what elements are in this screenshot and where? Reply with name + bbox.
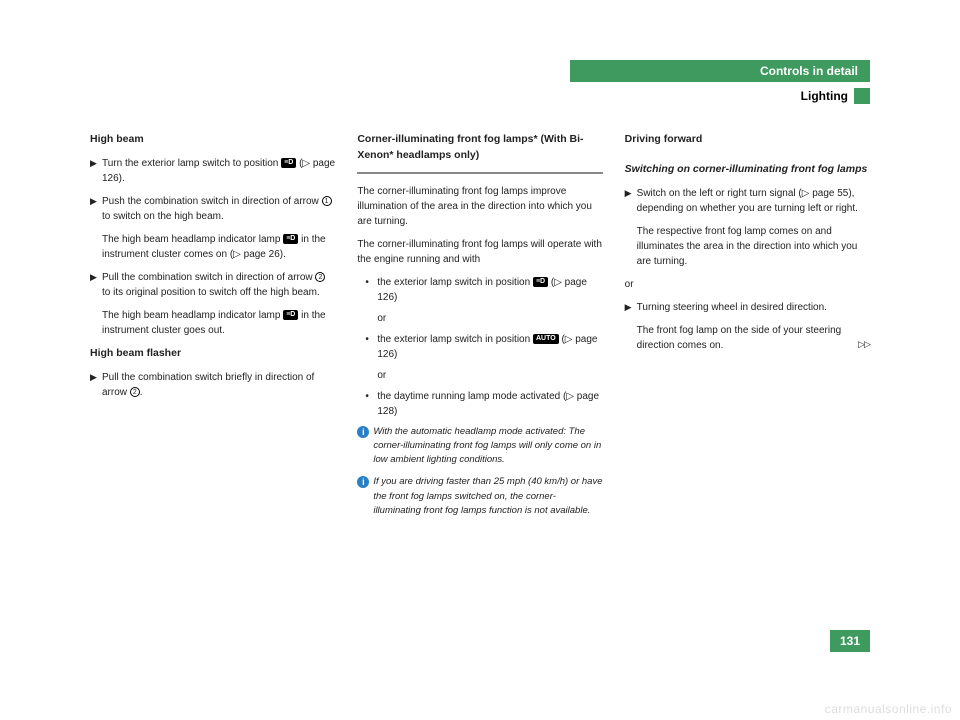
lamp-switch-icon: ≡D	[281, 158, 296, 168]
column-1: High beam ▶ Turn the exterior lamp switc…	[90, 132, 335, 526]
step-arrow-icon: ▶	[625, 186, 637, 216]
bullet-text: the exterior lamp switch in position ≡D …	[377, 275, 602, 305]
circled-number-icon: 2	[315, 272, 325, 282]
heading-high-beam: High beam	[90, 132, 335, 148]
or-text: or	[377, 311, 602, 326]
bullet-text: the exterior lamp switch in position AUT…	[377, 332, 602, 362]
info-note: i If you are driving faster than 25 mph …	[357, 475, 602, 518]
step-result: The high beam headlamp indicator lamp ≡D…	[102, 232, 335, 262]
step-result: The high beam headlamp indicator lamp ≡D…	[102, 308, 335, 338]
auto-switch-icon: AUTO	[533, 334, 559, 344]
info-note: i With the automatic headlamp mode activ…	[357, 425, 602, 468]
column-2: Corner-illuminating front fog lamps* (Wi…	[357, 132, 602, 526]
high-beam-indicator-icon: ≡D	[283, 310, 298, 320]
watermark: carmanualsonline.info	[825, 702, 952, 716]
heading-driving-forward: Driving forward	[625, 132, 870, 148]
column-3: Driving forward Switching on corner-illu…	[625, 132, 870, 526]
step: ▶ Switch on the left or right turn signa…	[625, 186, 870, 216]
step-arrow-icon: ▶	[625, 300, 637, 315]
section-marker	[854, 88, 870, 104]
bullet-dot-icon: •	[365, 275, 377, 305]
manual-page: Controls in detail Lighting High beam ▶ …	[90, 60, 870, 660]
step-arrow-icon: ▶	[90, 194, 102, 224]
bullet-text: the daytime running lamp mode activated …	[377, 389, 602, 419]
step: ▶ Push the combination switch in directi…	[90, 194, 335, 224]
paragraph: The corner-illuminating front fog lamps …	[357, 237, 602, 267]
step: ▶ Turn the exterior lamp switch to posit…	[90, 156, 335, 186]
subheading-switching-on: Switching on corner-illuminating front f…	[625, 162, 870, 178]
step: ▶ Pull the combination switch in directi…	[90, 270, 335, 300]
page-number: 131	[830, 630, 870, 652]
content-columns: High beam ▶ Turn the exterior lamp switc…	[90, 132, 870, 526]
step: ▶ Turning steering wheel in desired dire…	[625, 300, 870, 315]
continued-icon: ▷▷	[858, 338, 870, 352]
note-text: With the automatic headlamp mode activat…	[373, 425, 602, 468]
bullet-item: • the exterior lamp switch in position ≡…	[365, 275, 602, 305]
heading-high-beam-flasher: High beam flasher	[90, 346, 335, 362]
step-arrow-icon: ▶	[90, 156, 102, 186]
heading-corner-fog: Corner-illuminating front fog lamps* (Wi…	[357, 132, 602, 164]
info-icon: i	[357, 476, 369, 488]
bullet-dot-icon: •	[365, 389, 377, 419]
circled-number-icon: 1	[322, 196, 332, 206]
step-result: The respective front fog lamp comes on a…	[637, 224, 870, 269]
info-icon: i	[357, 426, 369, 438]
high-beam-indicator-icon: ≡D	[283, 234, 298, 244]
bullet-dot-icon: •	[365, 332, 377, 362]
paragraph: The corner-illuminating front fog lamps …	[357, 184, 602, 229]
step-arrow-icon: ▶	[90, 370, 102, 400]
step-result: The front fog lamp on the side of your s…	[637, 323, 870, 353]
step-text: Pull the combination switch briefly in d…	[102, 370, 335, 400]
section-rule	[357, 172, 602, 174]
or-text: or	[625, 277, 870, 292]
bullet-item: • the exterior lamp switch in position A…	[365, 332, 602, 362]
step-text: Pull the combination switch in direction…	[102, 270, 335, 300]
chapter-band: Controls in detail	[570, 60, 870, 82]
step: ▶ Pull the combination switch briefly in…	[90, 370, 335, 400]
note-text: If you are driving faster than 25 mph (4…	[373, 475, 602, 518]
section-row: Lighting	[90, 88, 870, 104]
lamp-switch-icon: ≡D	[533, 277, 548, 287]
step-text: Switch on the left or right turn signal …	[637, 186, 870, 216]
step-text: Turning steering wheel in desired direct…	[637, 300, 870, 315]
section-title: Lighting	[801, 89, 848, 103]
step-text: Push the combination switch in direction…	[102, 194, 335, 224]
step-text: Turn the exterior lamp switch to positio…	[102, 156, 335, 186]
bullet-item: • the daytime running lamp mode activate…	[365, 389, 602, 419]
or-text: or	[377, 368, 602, 383]
step-arrow-icon: ▶	[90, 270, 102, 300]
circled-number-icon: 2	[130, 387, 140, 397]
